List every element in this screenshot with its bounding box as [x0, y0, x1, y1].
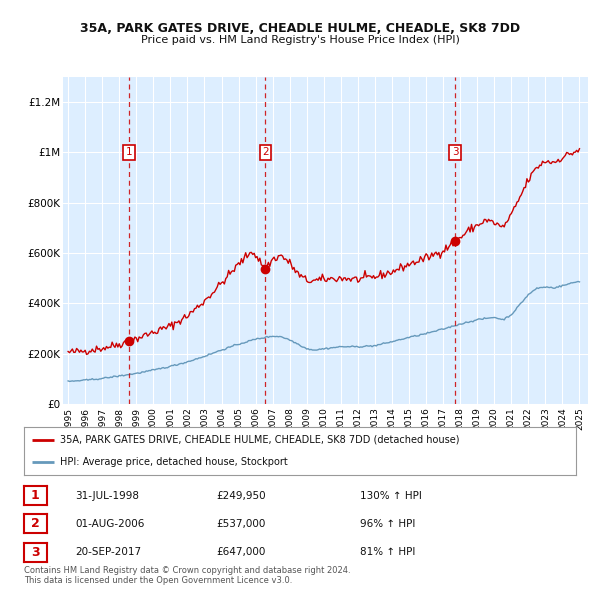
Text: This data is licensed under the Open Government Licence v3.0.: This data is licensed under the Open Gov…: [24, 576, 292, 585]
Text: 2: 2: [262, 148, 269, 158]
Text: Contains HM Land Registry data © Crown copyright and database right 2024.: Contains HM Land Registry data © Crown c…: [24, 566, 350, 575]
Text: 31-JUL-1998: 31-JUL-1998: [75, 491, 139, 500]
Text: 81% ↑ HPI: 81% ↑ HPI: [360, 548, 415, 557]
Text: 35A, PARK GATES DRIVE, CHEADLE HULME, CHEADLE, SK8 7DD (detached house): 35A, PARK GATES DRIVE, CHEADLE HULME, CH…: [60, 435, 460, 445]
Text: 130% ↑ HPI: 130% ↑ HPI: [360, 491, 422, 500]
Text: 1: 1: [31, 489, 40, 502]
Text: 01-AUG-2006: 01-AUG-2006: [75, 519, 145, 529]
Text: £537,000: £537,000: [216, 519, 265, 529]
Text: 96% ↑ HPI: 96% ↑ HPI: [360, 519, 415, 529]
Text: £647,000: £647,000: [216, 548, 265, 557]
Text: 3: 3: [31, 546, 40, 559]
Text: Price paid vs. HM Land Registry's House Price Index (HPI): Price paid vs. HM Land Registry's House …: [140, 35, 460, 45]
Text: 35A, PARK GATES DRIVE, CHEADLE HULME, CHEADLE, SK8 7DD: 35A, PARK GATES DRIVE, CHEADLE HULME, CH…: [80, 22, 520, 35]
Text: 1: 1: [126, 148, 133, 158]
Text: HPI: Average price, detached house, Stockport: HPI: Average price, detached house, Stoc…: [60, 457, 287, 467]
Text: £249,950: £249,950: [216, 491, 266, 500]
Text: 2: 2: [31, 517, 40, 530]
Text: 3: 3: [452, 148, 458, 158]
Text: 20-SEP-2017: 20-SEP-2017: [75, 548, 141, 557]
